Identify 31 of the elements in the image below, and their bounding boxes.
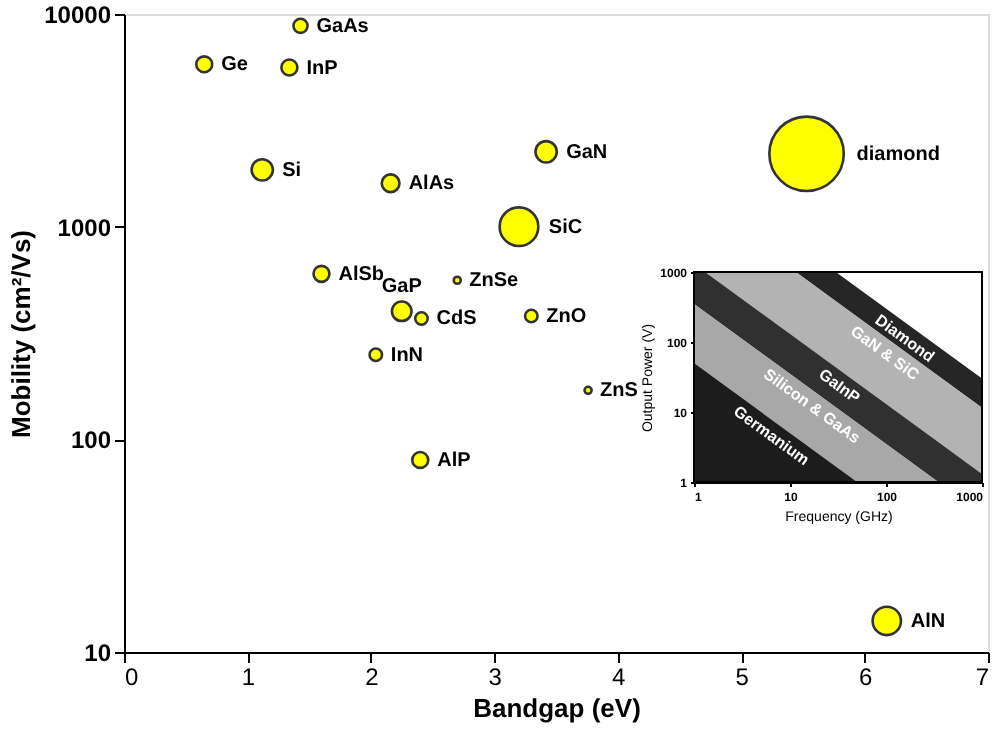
- annotation: diamond: [856, 143, 940, 166]
- annotation: GaAs: [316, 15, 370, 38]
- annotation: GaN: [566, 141, 608, 164]
- annotation: AlN: [910, 610, 946, 633]
- annotation: Si: [282, 159, 302, 182]
- x-axis-title: Bandgap (eV): [473, 693, 641, 723]
- annotation: CdS: [436, 308, 478, 331]
- y-axis-title: Mobility (cm²/Vs): [6, 229, 37, 439]
- annotation: ZnS: [600, 380, 639, 403]
- x-tick-label: 0: [125, 663, 139, 691]
- annotation: ZnSe: [469, 270, 520, 293]
- y-tick-label: 10: [84, 639, 112, 667]
- annotation: AlP: [437, 449, 472, 472]
- x-tick-label: 1: [241, 663, 256, 691]
- annotation: InP: [306, 57, 339, 80]
- x-tick-label: 2: [365, 663, 380, 691]
- x-tick-label: 6: [858, 663, 873, 691]
- x-tick-label: 5: [735, 663, 750, 691]
- annotation: AlAs: [408, 173, 456, 196]
- x-tick-label: 7: [975, 663, 990, 691]
- x-tick-label: 4: [612, 663, 627, 691]
- y-tick-label: 100: [70, 426, 112, 455]
- y-tick-label: 1000: [57, 213, 112, 242]
- annotation: InN: [390, 344, 424, 367]
- annotation: Ge: [221, 54, 249, 77]
- annotation: SiC: [548, 216, 583, 239]
- x-tick-label: 3: [488, 663, 503, 691]
- annotation: ZnO: [546, 306, 587, 329]
- y-tick-label: 10000: [44, 1, 112, 29]
- annotation: GaP: [381, 276, 423, 299]
- annotation: AlSb: [338, 263, 385, 286]
